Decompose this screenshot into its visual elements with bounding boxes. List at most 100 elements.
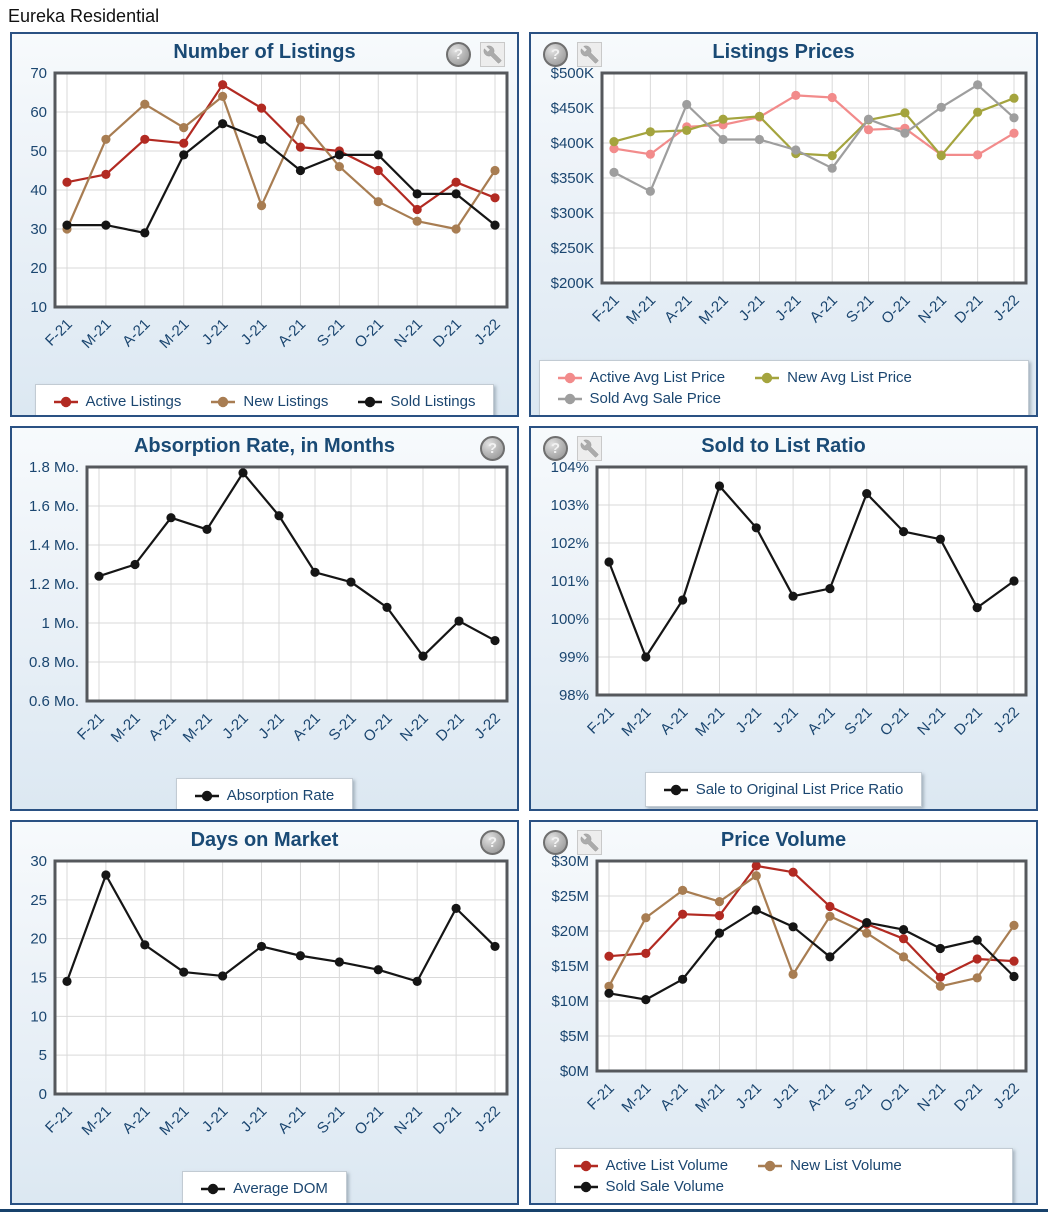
svg-text:A-21: A-21 [804, 1080, 838, 1114]
svg-text:F-21: F-21 [583, 704, 617, 738]
svg-text:$500K: $500K [550, 65, 593, 82]
help-icon[interactable]: ? [480, 436, 505, 461]
legend-label: Sale to Original List Price Ratio [695, 781, 904, 798]
help-icon[interactable]: ? [543, 830, 568, 855]
svg-text:O-21: O-21 [876, 704, 912, 740]
svg-text:S-21: S-21 [841, 1080, 875, 1114]
panel-icon-group: ? [543, 42, 602, 67]
svg-text:N-21: N-21 [914, 1080, 949, 1115]
svg-text:J-21: J-21 [237, 1103, 270, 1136]
sold-to-list-ratio-legend-box: Sale to Original List Price Ratio [644, 772, 923, 807]
svg-text:O-21: O-21 [878, 292, 914, 328]
svg-text:$25M: $25M [551, 888, 589, 905]
panel-number-of-listings: ? Number of Listings 10 20 30 40 50 60 70 F-21 M… [10, 32, 519, 417]
days-on-market-chart: 0 5 10 15 20 25 30 F-21 M-21 A-21 M-21 J-21 J-21 A-21… [15, 853, 515, 1171]
panel-icon-group: ? [543, 830, 602, 855]
svg-text:M-21: M-21 [156, 316, 192, 352]
svg-text:M-21: M-21 [78, 316, 114, 352]
bottom-divider [0, 1209, 1048, 1212]
panel-days-on-market: ? Days on Market 0 5 10 15 20 25 30 F-21 M-21 A-2… [10, 820, 519, 1205]
svg-text:103%: 103% [550, 497, 588, 514]
svg-text:5: 5 [38, 1047, 46, 1064]
help-icon[interactable]: ? [446, 42, 471, 67]
legend-label: Sold Sale Volume [605, 1178, 724, 1195]
legend-item: Sold Listings [358, 393, 475, 410]
svg-text:A-21: A-21 [274, 316, 308, 350]
svg-text:20: 20 [30, 260, 47, 277]
legend-label: New Listings [243, 393, 329, 410]
svg-text:O-21: O-21 [360, 710, 396, 746]
legend: Sale to Original List Price Ratio [644, 772, 923, 807]
svg-text:F-21: F-21 [73, 710, 107, 744]
svg-text:D-21: D-21 [429, 316, 464, 351]
svg-text:M-21: M-21 [618, 1080, 654, 1116]
svg-text:A-21: A-21 [806, 292, 840, 326]
legend-marker-icon [557, 372, 582, 383]
days-on-market-legend-box: Average DOM [182, 1171, 347, 1203]
dashboard-grid: ? Number of Listings 10 20 30 40 50 60 70 F-21 M… [0, 32, 1048, 1205]
svg-text:A-21: A-21 [274, 1103, 308, 1137]
svg-text:A-21: A-21 [145, 710, 179, 744]
wrench-icon [580, 439, 599, 458]
page-title: Eureka Residential [8, 6, 160, 26]
svg-text:M-21: M-21 [618, 704, 654, 740]
chart-title: Number of Listings [173, 41, 356, 63]
settings-icon[interactable] [577, 42, 602, 67]
legend-item: Absorption Rate [194, 787, 334, 804]
listings-prices-legend-box: Active Avg List Price New Avg List Price S… [538, 360, 1029, 415]
svg-text:0: 0 [38, 1086, 46, 1103]
svg-text:J-21: J-21 [255, 710, 288, 743]
panel-icon-group: ? [543, 436, 602, 461]
help-icon[interactable]: ? [543, 436, 568, 461]
svg-text:20: 20 [30, 931, 47, 948]
svg-text:0.8 Mo.: 0.8 Mo. [28, 654, 78, 671]
sold-to-list-ratio-chart: 98% 99% 100% 101% 102% 103% 104% F-21 M-21 A-21 M-… [534, 459, 1034, 772]
settings-icon[interactable] [480, 42, 505, 67]
svg-text:98%: 98% [558, 687, 588, 704]
svg-text:J-22: J-22 [990, 1080, 1023, 1113]
legend: Active Avg List Price New Avg List Price S… [538, 360, 1029, 415]
svg-text:J-22: J-22 [990, 704, 1023, 737]
svg-text:J-21: J-21 [198, 1103, 231, 1136]
absorption-rate-plot: 0.6 Mo. 0.8 Mo. 1 Mo. 1.2 Mo. 1.4 Mo. 1.6 Mo.… [28, 459, 508, 746]
svg-text:10: 10 [30, 299, 47, 316]
svg-text:M-21: M-21 [622, 292, 658, 328]
svg-text:A-21: A-21 [657, 704, 691, 738]
svg-text:O-21: O-21 [876, 1080, 912, 1116]
legend-label: Average DOM [233, 1180, 328, 1197]
panel-listings-prices: ? Listings Prices $200K $250K $300K $350K $4… [529, 32, 1038, 417]
listings-prices-chart: $200K $250K $300K $350K $400K $450K $500K F-21 M… [534, 65, 1034, 360]
legend-marker-icon [663, 784, 688, 795]
svg-text:M-21: M-21 [107, 710, 143, 746]
number-of-listings-chart: 10 20 30 40 50 60 70 F-21 M-21 A-21 M-21 J-21 J-21 A-… [15, 65, 515, 384]
svg-text:N-21: N-21 [390, 316, 425, 351]
svg-text:J-22: J-22 [471, 1103, 504, 1136]
svg-text:$10M: $10M [551, 993, 589, 1010]
settings-icon[interactable] [577, 436, 602, 461]
svg-text:S-21: S-21 [842, 292, 876, 326]
svg-text:10: 10 [30, 1008, 47, 1025]
help-icon[interactable]: ? [543, 42, 568, 67]
legend-marker-icon [211, 396, 236, 407]
svg-text:J-21: J-21 [769, 1080, 802, 1113]
svg-text:N-21: N-21 [914, 704, 949, 739]
legend-marker-icon [557, 393, 582, 404]
help-icon[interactable]: ? [480, 830, 505, 855]
svg-text:100%: 100% [550, 611, 588, 628]
legend-marker-icon [201, 1183, 226, 1194]
legend-marker-icon [573, 1160, 598, 1171]
svg-text:S-21: S-21 [841, 704, 875, 738]
legend-marker-icon [194, 790, 219, 801]
legend-item: Active Listings [53, 393, 181, 410]
legend: Active Listings New Listings Sold Listings [34, 384, 495, 415]
settings-icon[interactable] [577, 830, 602, 855]
svg-text:1.4 Mo.: 1.4 Mo. [28, 537, 78, 554]
svg-text:A-21: A-21 [657, 1080, 691, 1114]
svg-text:O-21: O-21 [351, 316, 387, 352]
svg-text:D-21: D-21 [950, 704, 985, 739]
svg-text:$350K: $350K [550, 170, 593, 187]
legend-item: New List Volume [758, 1157, 902, 1174]
svg-text:101%: 101% [550, 573, 588, 590]
